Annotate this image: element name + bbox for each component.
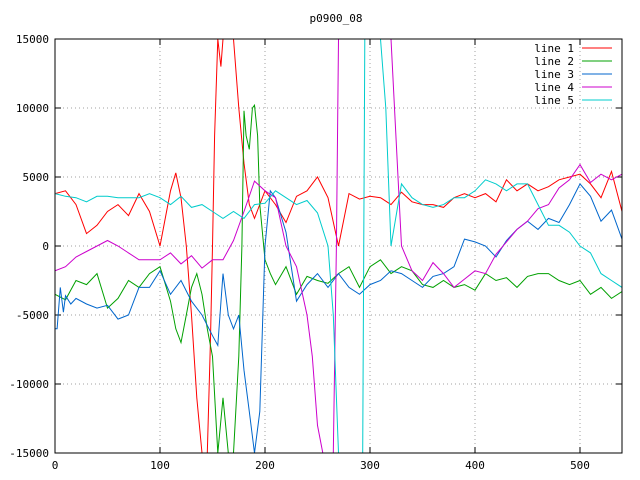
legend-label: line 5 [534, 94, 574, 107]
legend-label: line 3 [534, 68, 574, 81]
y-tick-label: 0 [42, 240, 49, 253]
chart-title: p0900_08 [310, 12, 363, 25]
series-line-5 [55, 39, 622, 453]
series-lines [55, 39, 622, 453]
y-tick-label: 5000 [23, 171, 50, 184]
y-tick-label: 15000 [16, 33, 49, 46]
legend-label: line 2 [534, 55, 574, 68]
legend-label: line 1 [534, 42, 574, 55]
series-line-2 [55, 103, 622, 453]
x-tick-label: 0 [52, 459, 59, 472]
x-tick-label: 300 [360, 459, 380, 472]
axis-ticks: 0 100 200 300 400 500 -15000 -10000 -5000 0 5000 10… [9, 33, 622, 472]
x-tick-label: 200 [255, 459, 275, 472]
y-tick-label: -10000 [9, 378, 49, 391]
y-tick-label: 10000 [16, 102, 49, 115]
y-tick-label: -5000 [16, 309, 49, 322]
x-tick-label: 100 [150, 459, 170, 472]
x-tick-label: 400 [465, 459, 485, 472]
series-line-3 [55, 183, 622, 453]
y-tick-label: -15000 [9, 447, 49, 460]
legend-label: line 4 [534, 81, 574, 94]
series-line-4 [55, 39, 622, 453]
plot-frame [54, 38, 623, 454]
x-tick-label: 500 [570, 459, 590, 472]
grid [55, 39, 622, 453]
